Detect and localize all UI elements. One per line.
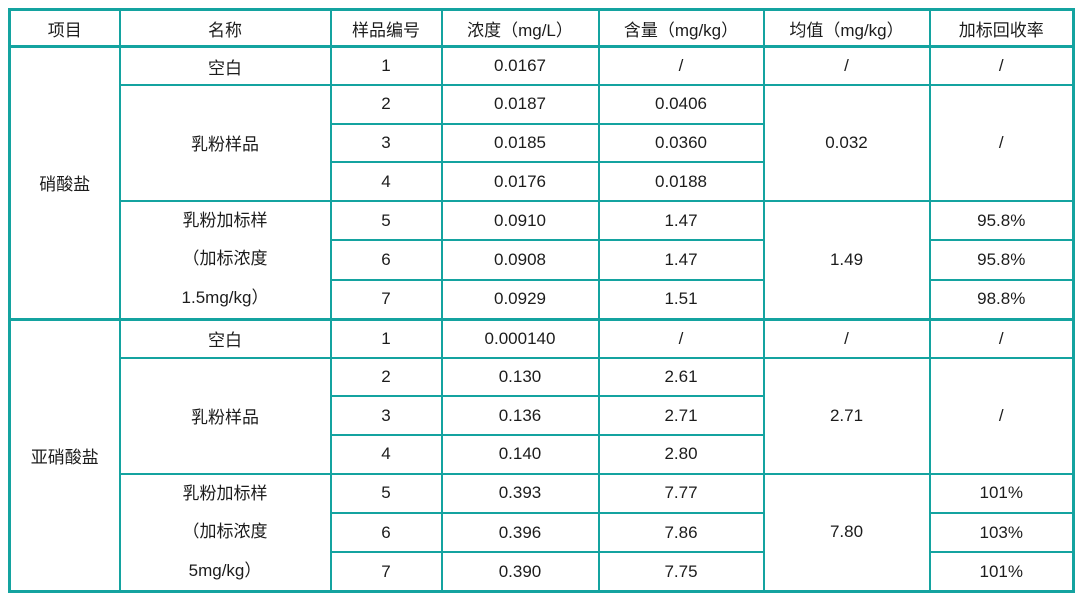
recovery-cell: 98.8% — [928, 278, 1075, 321]
sample-no-cell: 4 — [329, 161, 443, 202]
table-row: 乳粉样品 2 0.130 2.61 2.71 / — [10, 356, 1075, 475]
concentration-cell: 0.140 — [440, 433, 600, 475]
concentration-cell: 0.130 — [440, 356, 600, 398]
recovery-cell: 103% — [928, 511, 1075, 554]
content-cell: 0.0360 — [597, 122, 765, 164]
concentration-cell: 0.0176 — [440, 161, 600, 202]
table-row: 亚硝酸盐 空白 1 0.000140 / / / — [8, 317, 1075, 593]
concentration-cell: 0.0929 — [440, 278, 600, 321]
mean-cell: 2.71 — [762, 356, 931, 475]
content-cell: 2.71 — [597, 395, 765, 436]
table-row: 6 0.0908 1.47 95.8% — [10, 239, 1075, 281]
recovery-cell: 95.8% — [928, 199, 1075, 242]
name-line: 乳粉加标样 — [182, 210, 268, 230]
content-cell: 0.0406 — [597, 84, 765, 125]
concentration-cell: 0.0910 — [440, 199, 600, 242]
mean-cell: / — [762, 317, 931, 359]
sample-no-cell: 6 — [329, 511, 443, 554]
name-line: （加标浓度 — [182, 249, 268, 269]
content-cell: / — [597, 45, 765, 87]
header-name: 名称 — [118, 8, 332, 48]
table-row: 6 0.396 7.86 103% — [10, 511, 1075, 554]
mean-cell: 7.80 — [762, 472, 931, 593]
recovery-cell: 101% — [928, 551, 1075, 593]
header-recovery: 加标回收率 — [928, 8, 1075, 48]
recovery-cell: / — [928, 84, 1075, 202]
header-concentration: 浓度（mg/L） — [440, 8, 600, 48]
table-row: 硝酸盐 空白 1 0.0167 / / / — [8, 45, 1075, 321]
table-row: 7 0.390 7.75 101% — [10, 551, 1075, 593]
name-line: 5mg/kg） — [188, 560, 262, 580]
concentration-cell: 0.0187 — [440, 84, 600, 125]
header-mean: 均值（mg/kg） — [762, 8, 931, 48]
name-line: （加标浓度 — [182, 522, 268, 542]
name-line: 乳粉加标样 — [182, 483, 268, 503]
table-row: 3 0.0185 0.0360 — [10, 122, 1074, 164]
content-cell: 7.75 — [597, 551, 765, 593]
recovery-cell: 95.8% — [928, 239, 1075, 281]
item-cell-nitrate: 硝酸盐 — [8, 45, 121, 321]
sample-no-cell: 7 — [329, 551, 443, 593]
recovery-cell: 101% — [928, 472, 1075, 514]
header-sample-no: 样品编号 — [329, 8, 443, 48]
header-item: 项目 — [8, 8, 121, 48]
sample-no-cell: 1 — [329, 317, 443, 359]
table-row: 乳粉加标样 （加标浓度 1.5mg/kg） 5 0.0910 1.47 1.49… — [10, 199, 1075, 321]
table-row: 4 0.140 2.80 — [10, 433, 1074, 475]
concentration-cell: 0.396 — [440, 511, 600, 554]
concentration-cell: 0.390 — [440, 551, 600, 593]
mean-cell: 1.49 — [762, 199, 931, 321]
name-cell-spiked: 乳粉加标样 （加标浓度 5mg/kg） — [118, 472, 332, 593]
concentration-cell: 0.0167 — [440, 45, 600, 87]
concentration-cell: 0.000140 — [440, 317, 600, 359]
concentration-cell: 0.0185 — [440, 122, 600, 164]
name-cell-sample: 乳粉样品 — [118, 84, 332, 202]
sample-no-cell: 3 — [329, 122, 443, 164]
name-cell-sample: 乳粉样品 — [118, 356, 332, 475]
item-cell-nitrite: 亚硝酸盐 — [8, 317, 121, 593]
sample-no-cell: 5 — [329, 472, 443, 514]
mean-cell: / — [762, 45, 931, 87]
sample-no-cell: 3 — [329, 395, 443, 436]
content-cell: 1.47 — [597, 199, 765, 242]
name-line: 1.5mg/kg） — [181, 288, 269, 308]
content-cell: 0.0188 — [597, 161, 765, 202]
table-row: 乳粉样品 2 0.0187 0.0406 0.032 / — [10, 84, 1075, 202]
name-cell-blank: 空白 — [118, 317, 332, 359]
sample-no-cell: 6 — [329, 239, 443, 281]
content-cell: 1.51 — [597, 278, 765, 321]
name-cell-blank: 空白 — [118, 45, 332, 87]
content-cell: 1.47 — [597, 239, 765, 281]
content-cell: 2.61 — [597, 356, 765, 398]
mean-cell: 0.032 — [762, 84, 931, 202]
concentration-cell: 0.0908 — [440, 239, 600, 281]
table-row: 乳粉加标样 （加标浓度 5mg/kg） 5 0.393 7.77 7.80 10… — [10, 472, 1075, 593]
table-row: 3 0.136 2.71 — [10, 395, 1074, 436]
content-cell: 2.80 — [597, 433, 765, 475]
content-cell: 7.86 — [597, 511, 765, 554]
header-content: 含量（mg/kg） — [597, 8, 765, 48]
content-cell: / — [597, 317, 765, 359]
recovery-cell: / — [928, 317, 1075, 359]
sample-no-cell: 2 — [329, 356, 443, 398]
sample-no-cell: 1 — [329, 45, 443, 87]
concentration-cell: 0.136 — [440, 395, 600, 436]
concentration-cell: 0.393 — [440, 472, 600, 514]
table-row: 4 0.0176 0.0188 — [10, 161, 1074, 202]
recovery-cell: / — [928, 45, 1075, 87]
content-cell: 7.77 — [597, 472, 765, 514]
sample-no-cell: 2 — [329, 84, 443, 125]
sample-no-cell: 4 — [329, 433, 443, 475]
table-row: 7 0.0929 1.51 98.8% — [10, 278, 1075, 321]
name-cell-spiked: 乳粉加标样 （加标浓度 1.5mg/kg） — [118, 199, 332, 321]
header-row: 项目 名称 样品编号 浓度（mg/L） 含量（mg/kg） 均值（mg/kg） … — [8, 8, 1075, 48]
recovery-cell: / — [928, 356, 1075, 475]
lab-results-table: 项目 名称 样品编号 浓度（mg/L） 含量（mg/kg） 均值（mg/kg） … — [8, 8, 1075, 594]
sample-no-cell: 7 — [329, 278, 443, 321]
sample-no-cell: 5 — [329, 199, 443, 242]
